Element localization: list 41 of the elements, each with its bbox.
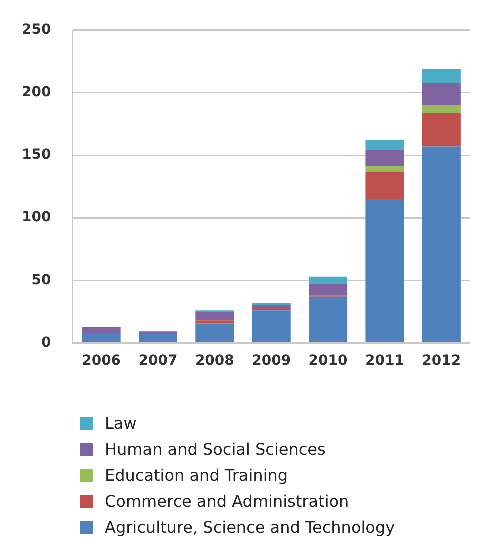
- bar: [309, 296, 348, 342]
- x-tick-label: 2007: [138, 353, 178, 370]
- bar: [82, 333, 121, 342]
- legend-label: Commerce and Administration: [105, 492, 350, 510]
- bar: [252, 310, 291, 342]
- y-tick-label: 150: [22, 147, 52, 164]
- bar: [366, 199, 404, 342]
- bar: [366, 166, 404, 172]
- x-tick-label: 2011: [365, 353, 404, 370]
- bar: [366, 140, 404, 151]
- y-tick-label: 50: [32, 272, 52, 288]
- bar: [252, 308, 291, 311]
- y-tick-label: 0: [41, 334, 52, 351]
- bar: [82, 328, 121, 334]
- bar: [138, 334, 178, 342]
- legend-label: Law: [105, 414, 137, 432]
- bar: [422, 112, 461, 147]
- bar: [196, 320, 234, 324]
- legend-label: Agriculture, Science and Technology: [105, 518, 396, 536]
- bar: [366, 172, 404, 200]
- bar: [422, 146, 461, 342]
- bar: [422, 105, 461, 113]
- bar: [366, 150, 404, 166]
- legend-label: Education and Training: [105, 466, 288, 484]
- y-tick-label: 250: [22, 22, 52, 38]
- y-tick-label: 100: [22, 210, 52, 226]
- x-tick-label: 2012: [422, 353, 462, 370]
- bar: [252, 305, 291, 308]
- bar: [422, 69, 461, 83]
- bar: [196, 312, 234, 321]
- bar: [138, 332, 178, 334]
- x-tick-label: 2006: [82, 353, 122, 370]
- y-tick-label: 200: [22, 84, 52, 101]
- x-tick-label: 2008: [195, 353, 234, 370]
- legend-label: Human and Social Sciences: [105, 440, 326, 458]
- bar: [309, 276, 348, 284]
- bar: [196, 324, 234, 342]
- bar: [422, 82, 461, 106]
- bar: [309, 284, 348, 296]
- x-tick-label: 2010: [308, 353, 348, 370]
- x-tick-label: 2009: [252, 353, 292, 370]
